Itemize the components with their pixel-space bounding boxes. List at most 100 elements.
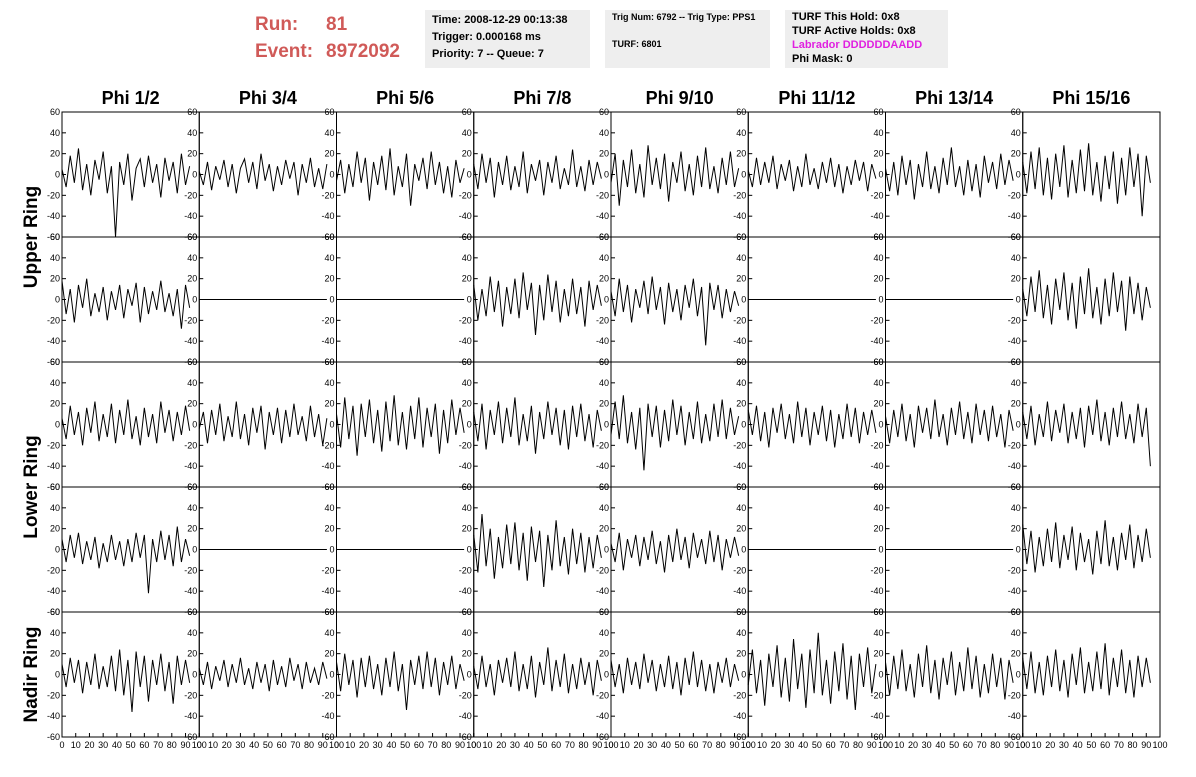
- y-tick-label: 60: [599, 357, 609, 367]
- y-tick-label: 60: [599, 232, 609, 242]
- y-tick-label: 40: [736, 628, 746, 638]
- y-tick-label: -20: [870, 690, 883, 700]
- y-tick-label: -40: [596, 461, 609, 471]
- panel-frame: [610, 611, 749, 738]
- y-tick-label: 60: [599, 107, 609, 117]
- y-tick-label: 0: [467, 420, 472, 430]
- y-tick-label: 20: [736, 274, 746, 284]
- y-tick-label: 40: [324, 253, 334, 263]
- panel-frame: [61, 611, 200, 738]
- y-tick-label: 20: [462, 649, 472, 659]
- y-tick-label: 0: [1016, 295, 1021, 305]
- y-tick-label: 0: [878, 420, 883, 430]
- y-tick-label: 60: [50, 607, 60, 617]
- info-box: [605, 10, 770, 68]
- x-tick-label: 40: [112, 740, 122, 750]
- x-tick-label: 70: [290, 740, 300, 750]
- waveform: [1022, 399, 1151, 467]
- y-tick-label: -60: [47, 607, 60, 617]
- y-tick-label: 60: [1011, 232, 1021, 242]
- y-tick-label: -40: [321, 461, 334, 471]
- y-tick-label: -40: [1008, 711, 1021, 721]
- x-tick-label: 80: [441, 740, 451, 750]
- x-tick-label: 70: [839, 740, 849, 750]
- y-tick-label: 20: [736, 149, 746, 159]
- x-tick-label: 20: [359, 740, 369, 750]
- x-tick-label: 60: [414, 740, 424, 750]
- y-tick-label: 40: [462, 628, 472, 638]
- x-tick-label: 30: [235, 740, 245, 750]
- y-tick-label: 20: [1011, 649, 1021, 659]
- x-tick-label: 30: [647, 740, 657, 750]
- y-tick-label: -20: [47, 690, 60, 700]
- x-tick-label: 70: [428, 740, 438, 750]
- info-text: Trig Num: 6792 -- Trig Type: PPS1: [612, 12, 755, 22]
- y-tick-label: 20: [187, 274, 197, 284]
- panel-frame: [198, 111, 337, 238]
- y-tick-label: 20: [599, 399, 609, 409]
- y-tick-label: 20: [187, 149, 197, 159]
- y-tick-label: -20: [184, 315, 197, 325]
- x-tick-label: 40: [386, 740, 396, 750]
- y-tick-label: 20: [736, 649, 746, 659]
- waveform: [885, 645, 1014, 700]
- y-tick-label: 20: [324, 399, 334, 409]
- x-tick-label: 0: [1020, 740, 1025, 750]
- waveform: [610, 651, 740, 696]
- x-tick-label: 20: [771, 740, 781, 750]
- y-tick-label: -40: [733, 586, 746, 596]
- y-tick-label: 20: [324, 524, 334, 534]
- y-tick-label: -60: [47, 357, 60, 367]
- y-tick-label: -60: [321, 732, 334, 742]
- y-tick-label: 20: [324, 274, 334, 284]
- y-tick-label: 40: [50, 253, 60, 263]
- x-tick-label: 40: [661, 740, 671, 750]
- column-title: Phi 5/6: [376, 88, 434, 108]
- x-tick-label: 40: [935, 740, 945, 750]
- waveform: [198, 657, 328, 692]
- y-tick-label: 40: [873, 128, 883, 138]
- x-tick-label: 90: [592, 740, 602, 750]
- y-tick-label: -20: [459, 565, 472, 575]
- y-tick-label: -40: [1008, 211, 1021, 221]
- x-tick-label: 60: [826, 740, 836, 750]
- info-text: Time: 2008-12-29 00:13:38: [432, 14, 568, 26]
- y-tick-label: -40: [47, 586, 60, 596]
- y-tick-label: 0: [55, 170, 60, 180]
- y-tick-label: -60: [47, 482, 60, 492]
- waveform: [198, 401, 328, 450]
- y-tick-label: 0: [329, 670, 334, 680]
- y-tick-label: 60: [736, 482, 746, 492]
- y-tick-label: 60: [324, 232, 334, 242]
- y-tick-label: 40: [736, 128, 746, 138]
- y-tick-label: 0: [741, 170, 746, 180]
- y-tick-label: -40: [321, 211, 334, 221]
- y-tick-label: 20: [462, 399, 472, 409]
- x-tick-label: 50: [126, 740, 136, 750]
- y-tick-label: 60: [187, 482, 197, 492]
- y-tick-label: 60: [324, 107, 334, 117]
- y-tick-label: 40: [736, 503, 746, 513]
- x-tick-label: 70: [702, 740, 712, 750]
- x-tick-label: 20: [908, 740, 918, 750]
- y-tick-label: 60: [873, 607, 883, 617]
- y-tick-label: 60: [324, 482, 334, 492]
- x-tick-label: 50: [675, 740, 685, 750]
- y-tick-label: 0: [604, 295, 609, 305]
- x-tick-label: 80: [579, 740, 589, 750]
- y-tick-label: 60: [324, 607, 334, 617]
- y-tick-label: 0: [467, 295, 472, 305]
- x-tick-label: 30: [784, 740, 794, 750]
- y-tick-label: 0: [55, 420, 60, 430]
- y-tick-label: -20: [47, 440, 60, 450]
- column-title: Phi 9/10: [646, 88, 714, 108]
- waveform: [61, 399, 191, 446]
- y-tick-label: 20: [50, 149, 60, 159]
- y-tick-label: 40: [462, 503, 472, 513]
- y-tick-label: 60: [462, 107, 472, 117]
- y-tick-label: -20: [1008, 190, 1021, 200]
- y-tick-label: -20: [459, 315, 472, 325]
- x-tick-label: 90: [1141, 740, 1151, 750]
- waveform: [61, 526, 191, 594]
- x-tick-label: 50: [400, 740, 410, 750]
